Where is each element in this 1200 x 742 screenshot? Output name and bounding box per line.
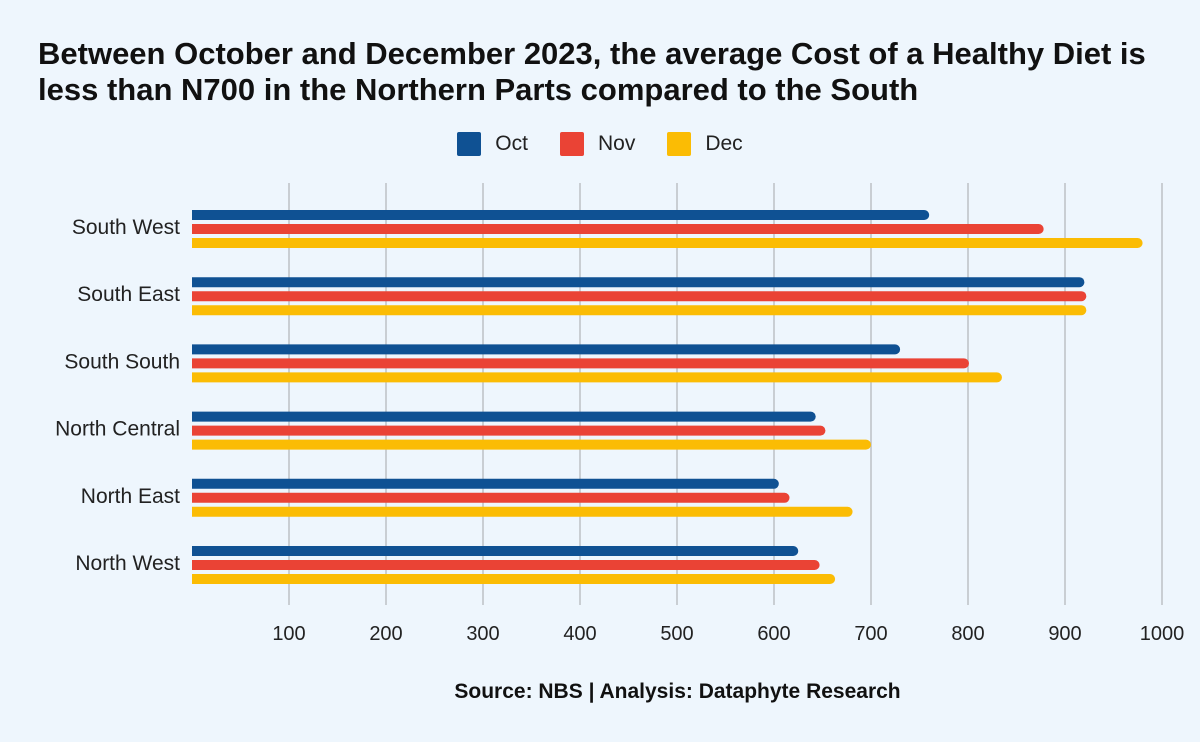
bar-oct [192,210,930,220]
legend-swatch [457,132,482,156]
x-tick-label: 400 [563,623,596,645]
bar-dec [192,574,836,584]
x-tick-label: 100 [272,623,305,645]
bar-nov [192,224,1044,234]
legend-swatch [559,132,584,156]
bar-nov [192,358,969,369]
bar-dec [192,238,1143,248]
chart-title: Between October and December 2023, the a… [38,36,1146,107]
legend-label: Nov [597,132,636,155]
x-tick-label: 500 [660,623,693,645]
x-tick-label: 1000 [1140,623,1185,645]
bar-nov [192,425,826,436]
legend-item-oct: Oct [457,132,528,156]
bar-oct [192,478,779,489]
bar-oct [192,344,901,355]
x-tick-label: 900 [1048,623,1081,645]
x-tick-label: 800 [951,623,984,645]
source-note: Source: NBS | Analysis: Dataphyte Resear… [454,680,901,703]
bar-oct [192,546,799,556]
bar-dec [192,439,871,450]
bar-oct [192,277,1085,288]
category-label: North West [75,552,180,575]
category-label: South West [72,216,180,239]
legend-label: Oct [495,132,528,155]
bar-dec [192,506,853,517]
bar-dec [192,372,1002,383]
category-label: North Central [55,418,180,441]
category-label: South South [64,350,180,373]
bar-nov [192,291,1087,302]
x-tick-label: 200 [369,623,402,645]
legend-item-nov: Nov [559,132,636,156]
x-tick-label: 700 [854,623,887,645]
category-label: South East [77,283,180,306]
legend-label: Dec [705,132,743,155]
category-label: North East [81,485,180,508]
bar-oct [192,411,816,422]
legend-item-dec: Dec [667,132,743,156]
chart-legend: Oct Nov Dec [0,132,1200,156]
bar-dec [192,305,1087,316]
x-tick-label: 300 [466,623,499,645]
x-tick-label: 600 [757,623,790,645]
legend-swatch [667,132,692,156]
bar-nov [192,492,790,503]
bar-nov [192,560,820,570]
